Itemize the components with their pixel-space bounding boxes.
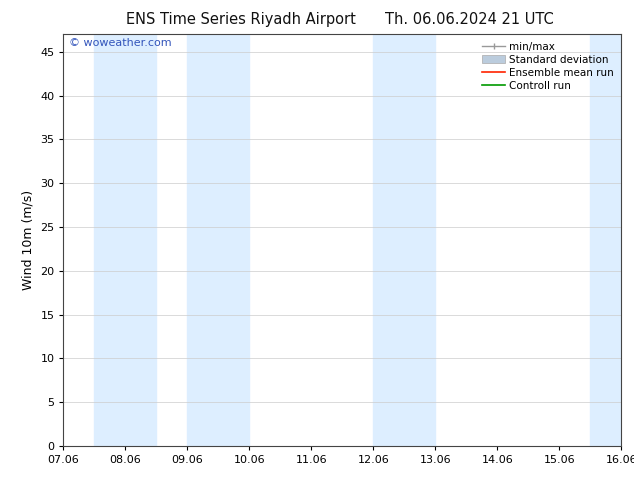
Bar <box>590 34 634 446</box>
Text: Th. 06.06.2024 21 UTC: Th. 06.06.2024 21 UTC <box>385 12 553 27</box>
Bar <box>188 34 249 446</box>
Text: ENS Time Series Riyadh Airport: ENS Time Series Riyadh Airport <box>126 12 356 27</box>
Text: © woweather.com: © woweather.com <box>69 38 172 49</box>
Legend: min/max, Standard deviation, Ensemble mean run, Controll run: min/max, Standard deviation, Ensemble me… <box>480 40 616 93</box>
Bar <box>94 34 157 446</box>
Bar <box>373 34 436 446</box>
Y-axis label: Wind 10m (m/s): Wind 10m (m/s) <box>22 190 35 290</box>
